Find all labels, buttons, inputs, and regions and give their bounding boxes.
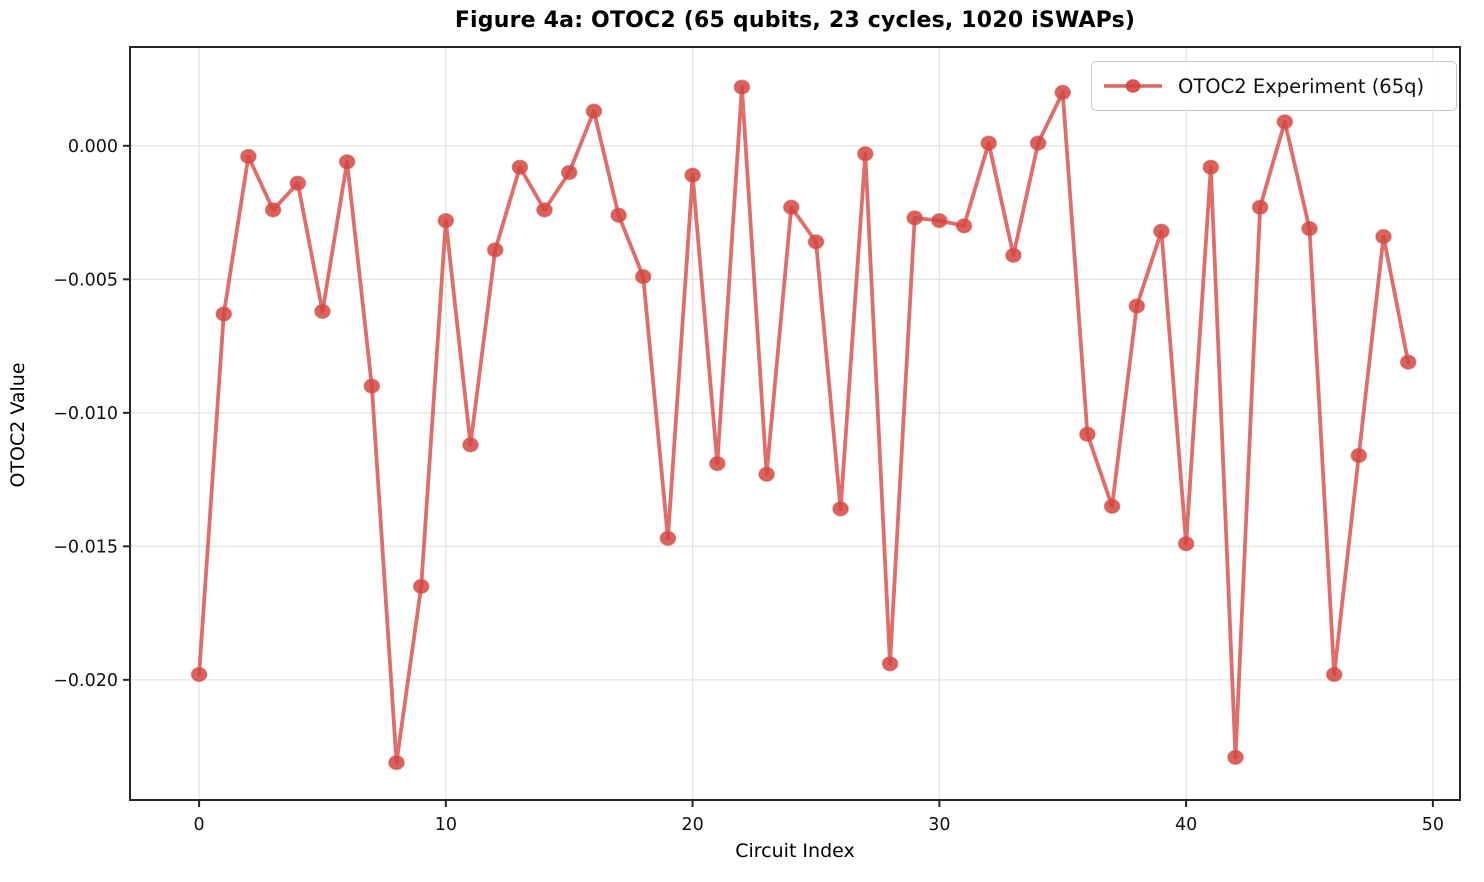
data-point-marker (1029, 135, 1047, 151)
data-point-marker (1177, 536, 1195, 552)
data-point-marker (338, 154, 356, 170)
data-point-marker (758, 466, 775, 482)
data-point-marker (709, 456, 726, 472)
x-tick-label: 0 (194, 815, 205, 835)
gridlines (130, 47, 1460, 800)
data-point-marker (1153, 223, 1170, 239)
data-point-marker (610, 207, 627, 223)
y-tick-label: −0.010 (53, 404, 118, 424)
data-point-marker (1202, 159, 1220, 175)
data-point-marker (857, 146, 874, 162)
data-point-marker (1054, 84, 1071, 101)
data-point-marker (462, 437, 479, 453)
tick-marks (123, 144, 1434, 807)
data-point-marker (1325, 666, 1343, 683)
data-point-marker (240, 148, 257, 165)
data-point-marker (1005, 247, 1022, 263)
data-line (197, 85, 1411, 765)
data-point-marker (289, 175, 307, 191)
data-point-marker (659, 530, 677, 546)
data-point-marker (1128, 298, 1146, 314)
data-point-marker (314, 303, 331, 320)
x-tick-label: 20 (681, 815, 703, 835)
data-point-marker (560, 164, 578, 181)
x-axis-label: Circuit Index (735, 840, 855, 862)
x-tick-label: 10 (435, 815, 457, 835)
data-point-marker (486, 242, 504, 258)
y-tick-label: 0.000 (68, 137, 118, 157)
plot-spines (129, 46, 1461, 801)
data-point-marker (1399, 354, 1417, 370)
data-point-marker (634, 269, 652, 285)
legend-line-marker-icon (1104, 79, 1162, 93)
y-tick-label: −0.015 (53, 537, 118, 557)
x-tick-label: 50 (1422, 815, 1444, 835)
data-point-marker (511, 159, 529, 175)
legend-entry-label: OTOC2 Experiment (65q) (1178, 74, 1425, 98)
data-point-marker (1227, 749, 1244, 765)
data-point-marker (388, 754, 405, 771)
data-point-marker (783, 199, 800, 215)
data-point-marker (906, 210, 924, 226)
data-point-marker (1301, 221, 1318, 237)
data-point-marker (980, 135, 998, 151)
data-point-marker (807, 234, 825, 250)
x-tick-label: 40 (1175, 815, 1197, 835)
data-point-marker (684, 167, 701, 183)
data-point-marker (1251, 199, 1269, 215)
chart-title: Figure 4a: OTOC2 (65 qubits, 23 cycles, … (454, 8, 1136, 33)
data-point-marker (190, 666, 208, 683)
legend-box: OTOC2 Experiment (65q) (1091, 61, 1457, 111)
data-point-marker (363, 378, 381, 394)
y-tick-label: −0.005 (53, 270, 118, 290)
y-axis-label: OTOC2 Value (7, 362, 29, 488)
data-point-marker (1276, 114, 1294, 130)
data-point-marker (832, 501, 849, 517)
data-point-marker (1079, 426, 1096, 442)
data-markers (190, 79, 1417, 771)
data-point-marker (215, 306, 233, 322)
data-point-marker (955, 218, 973, 234)
data-point-marker (437, 213, 455, 229)
tick-labels: 0.000 −0.005 −0.010 −0.015 −0.020 0 10 20 30 40 50 (53, 137, 1444, 835)
data-point-marker (931, 213, 948, 229)
data-point-marker (1103, 498, 1121, 514)
data-point-marker (585, 103, 603, 119)
x-tick-label: 30 (928, 815, 950, 835)
data-point-marker (536, 202, 553, 218)
data-point-marker (1375, 229, 1392, 245)
data-point-marker (733, 79, 751, 95)
data-point-marker (1350, 447, 1368, 464)
data-point-marker (881, 656, 899, 672)
data-point-marker (264, 202, 282, 218)
y-tick-label: −0.020 (53, 671, 118, 691)
data-point-marker (412, 578, 430, 595)
